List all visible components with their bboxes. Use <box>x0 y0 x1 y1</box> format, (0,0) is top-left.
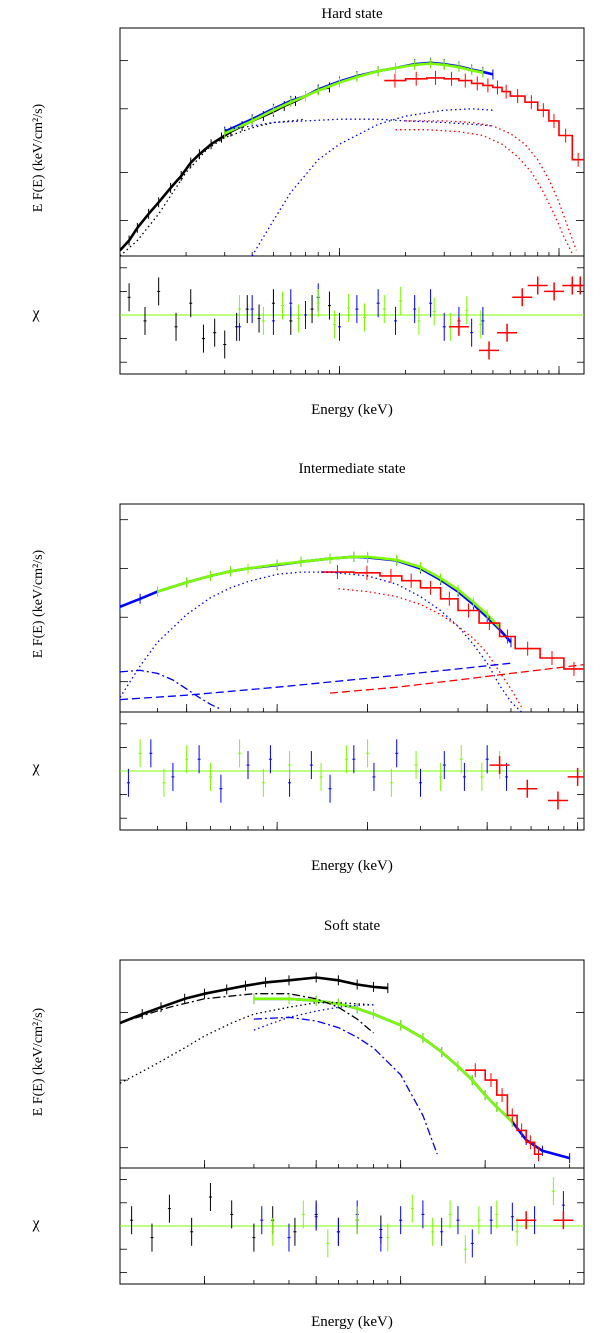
model-component-line <box>120 993 374 1034</box>
plot-layer <box>119 503 585 831</box>
spectrum-frame <box>119 959 585 1169</box>
model-component-line <box>251 108 493 256</box>
y-axis-label-spectrum: E F(E) (keV/cm²/s) <box>31 103 46 212</box>
model-component-line <box>120 1002 374 1084</box>
y-axis-label-residuals: χ <box>31 1215 40 1232</box>
spectrum-frame <box>119 503 585 713</box>
data-series-line <box>253 997 570 1160</box>
y-axis-label-spectrum: E F(E) (keV/cm²/s) <box>31 549 46 658</box>
residual-series-group <box>130 1177 574 1264</box>
spectrum-frame <box>119 27 585 257</box>
model-component-line <box>405 120 578 251</box>
model-component-line <box>120 662 512 701</box>
y-axis-label-residuals: χ <box>31 305 40 322</box>
panel-title: Soft state <box>324 918 381 934</box>
plot-layer <box>119 27 585 375</box>
model-step-line <box>321 571 584 670</box>
y-axis-label-residuals: χ <box>31 759 40 776</box>
residual-series-group <box>127 276 584 360</box>
panel-intermediate-state: Intermediate state E F(E) (keV/cm²/s) χ … <box>31 461 585 874</box>
data-series-line <box>253 997 514 1123</box>
model-component-line <box>120 669 222 710</box>
y-axis-label-spectrum: E F(E) (keV/cm²/s) <box>31 1007 46 1116</box>
model-step-line <box>465 1069 543 1155</box>
data-series-line <box>157 555 501 629</box>
panel-soft-state: Soft state E F(E) (keV/cm²/s) χ Energy (… <box>31 918 585 1330</box>
plot-layer <box>119 959 585 1285</box>
model-component-line <box>120 571 522 712</box>
x-axis-label: Energy (keV) <box>311 1314 393 1330</box>
model-component-line <box>120 118 306 256</box>
data-series-line <box>120 976 388 1025</box>
x-axis-label: Energy (keV) <box>311 402 393 418</box>
panel-hard-state: Hard state E F(E) (keV/cm²/s) χ Energy (… <box>31 6 585 418</box>
spectrum-series-group <box>120 551 584 712</box>
data-series-line <box>224 61 494 133</box>
data-series-line <box>224 62 484 135</box>
data-series-line <box>120 86 330 252</box>
spectrum-series-group <box>120 972 571 1164</box>
panel-title: Intermediate state <box>298 461 405 477</box>
model-step-line <box>384 77 584 161</box>
model-component-line <box>253 1016 438 1155</box>
spectrum-series-group <box>120 57 584 256</box>
panel-title: Hard state <box>321 6 383 22</box>
x-axis-label: Energy (keV) <box>311 858 393 874</box>
model-component-line <box>224 118 493 131</box>
model-component-line <box>395 129 573 254</box>
model-component-line <box>329 663 584 694</box>
model-component-line <box>338 588 522 708</box>
residual-series-group <box>126 739 584 810</box>
